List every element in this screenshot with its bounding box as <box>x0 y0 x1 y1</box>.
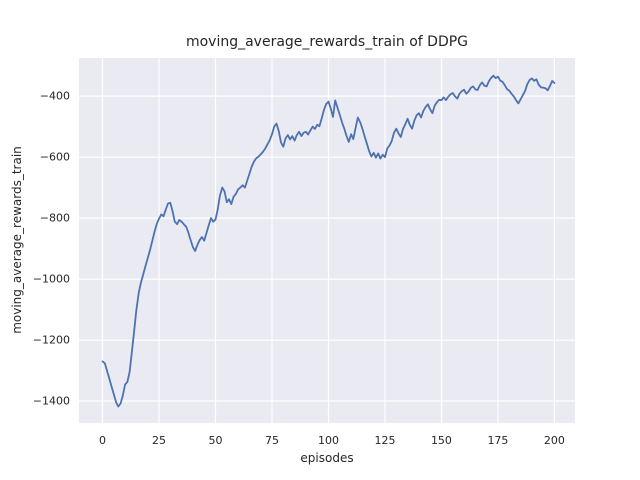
y-tick-label: −800 <box>39 211 70 225</box>
y-tick-label: −400 <box>39 89 70 103</box>
x-tick-label: 125 <box>374 434 396 447</box>
x-tick-label: 175 <box>487 434 509 447</box>
y-axis-label: moving_average_rewards_train <box>10 146 24 334</box>
y-tick-label: −1400 <box>32 394 70 408</box>
series-line <box>101 74 556 408</box>
x-tick-label: 25 <box>151 434 166 447</box>
x-tick-label: 200 <box>543 434 565 447</box>
y-tick-label: −1000 <box>32 272 70 286</box>
x-tick-label: 150 <box>430 434 452 447</box>
y-tick-label: −600 <box>39 150 70 164</box>
x-tick-label: 75 <box>264 434 279 447</box>
y-tick-label: −1200 <box>32 333 70 347</box>
x-tick-label: 0 <box>99 434 106 447</box>
x-axis-label: episodes <box>300 451 354 465</box>
plot-area <box>79 58 575 423</box>
chart-title: moving_average_rewards_train of DDPG <box>185 34 469 50</box>
x-tick-label: 100 <box>317 434 339 447</box>
x-tick-label: 50 <box>208 434 223 447</box>
line-chart <box>79 58 575 423</box>
